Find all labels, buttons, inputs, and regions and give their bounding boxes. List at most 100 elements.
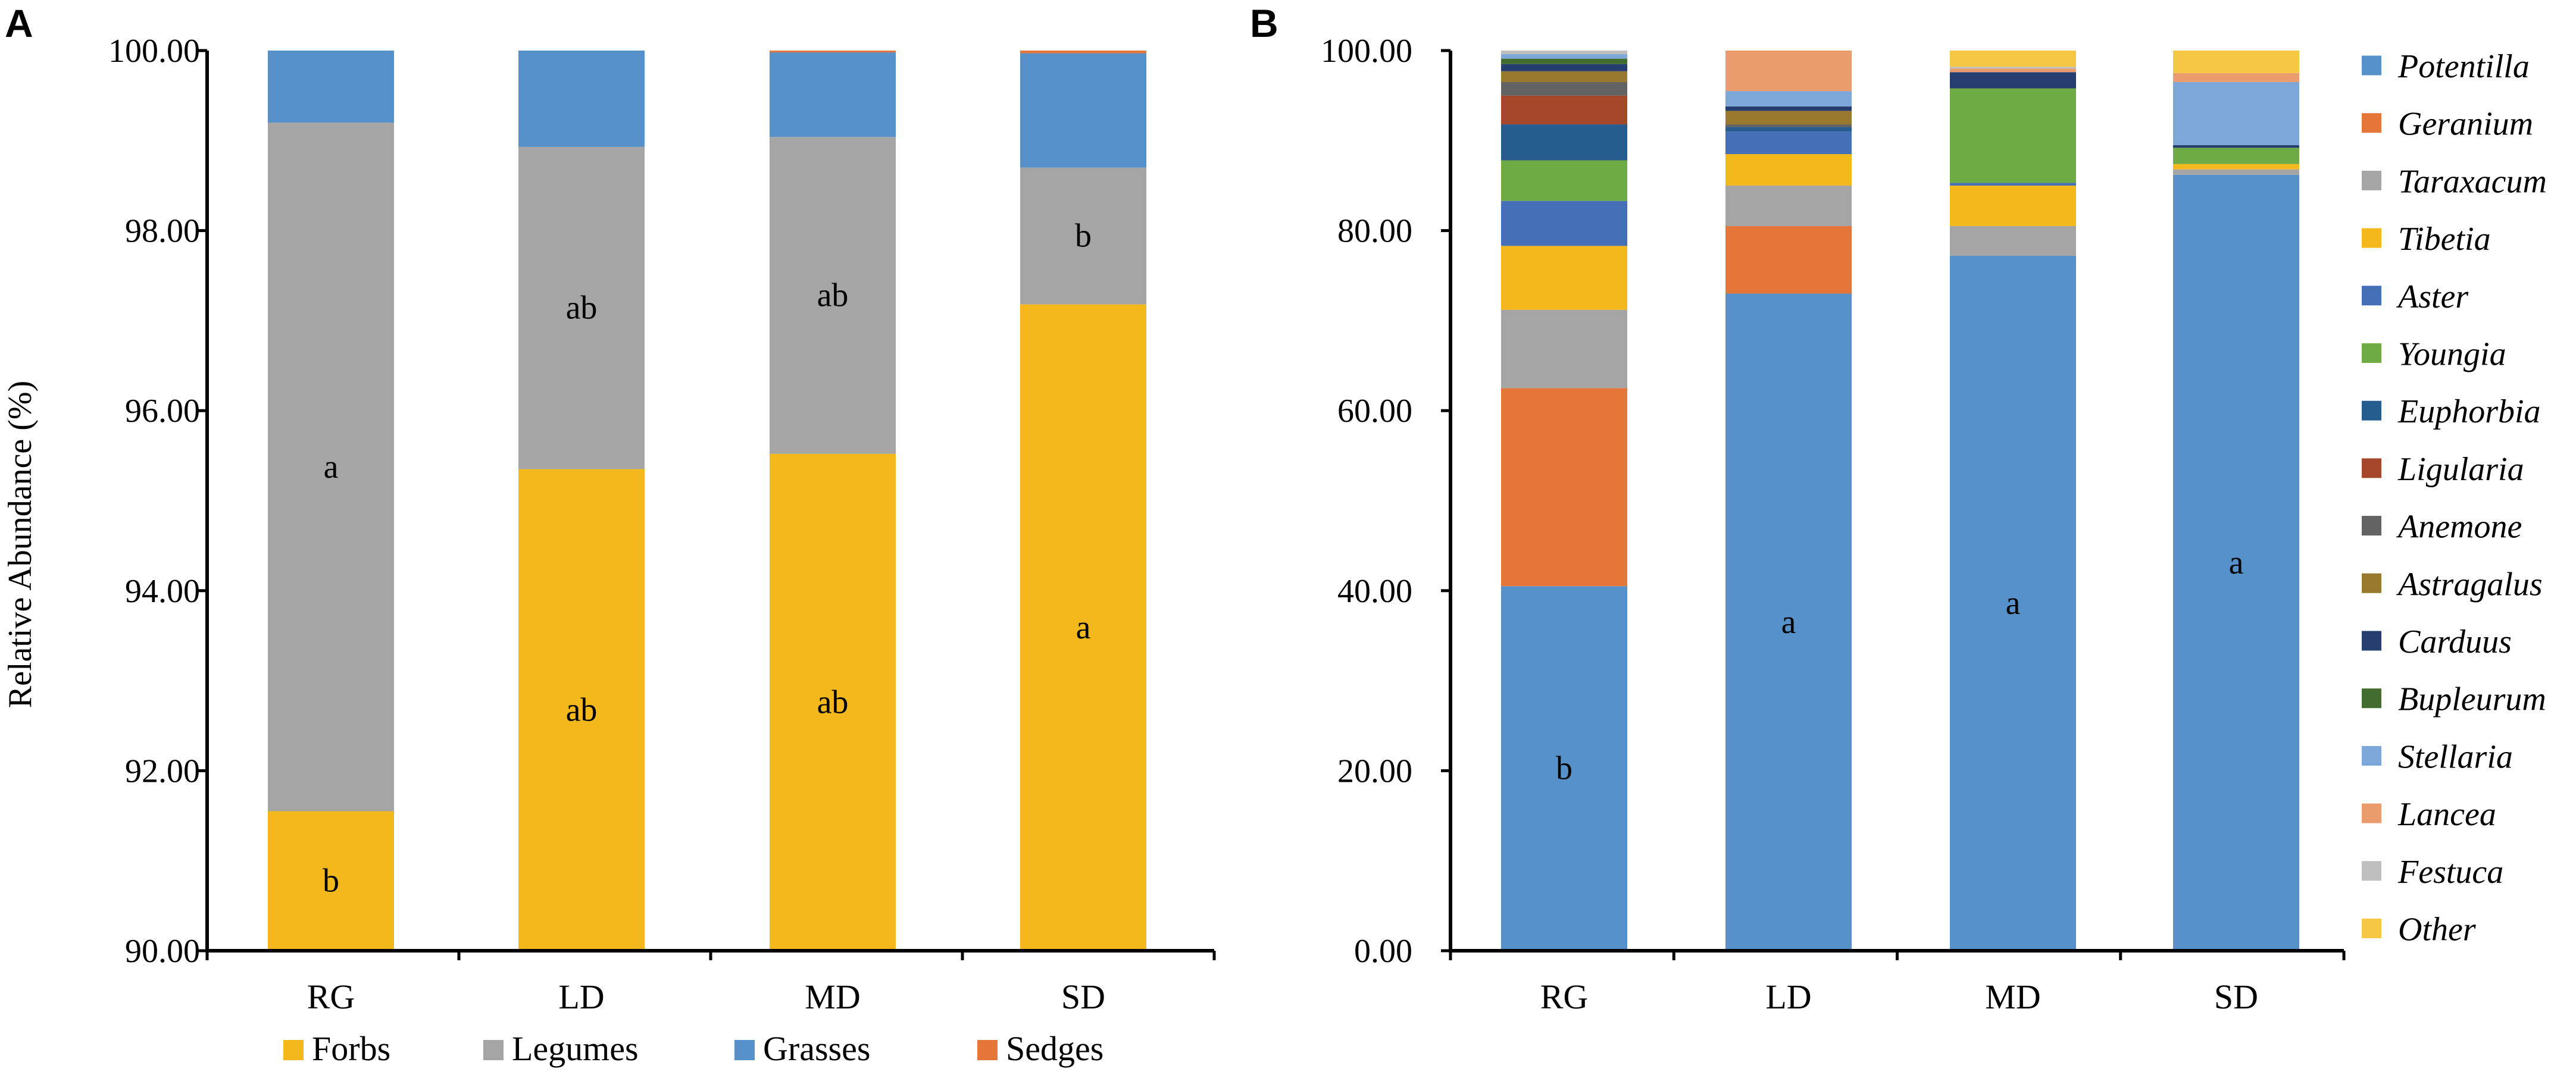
panel-a-y-tick-label: 96.00: [125, 393, 200, 430]
panel-a-sig-label-rg-forbs: b: [323, 863, 339, 900]
panel-a-bar-sd-forbs: [1020, 304, 1146, 951]
panel-b-bar-ld-potentilla: [1725, 293, 1852, 951]
panel-a-bar-sd-legumes: [1020, 167, 1146, 305]
panel-b-bar-rg-ligularia: [1501, 95, 1627, 125]
panel-b-bar-ld-stellaria: [1725, 91, 1852, 106]
panel-b-category-label-ld: LD: [1765, 978, 1811, 1016]
panel-b-legend-label-lancea: Lancea: [2397, 796, 2496, 833]
panel-b-bar-sd-tibetia: [2173, 164, 2299, 170]
panel-b-bar-ld-taraxacum: [1725, 185, 1852, 227]
panel-b-y-tick-label: 60.00: [1337, 393, 1412, 430]
panel-b-legend-swatch-geranium: [2362, 113, 2381, 133]
panel-a-bar-rg-legumes: [268, 123, 394, 812]
panel-b-legend-label-euphorbia: Euphorbia: [2397, 393, 2541, 430]
panel-a-legend-label-sedges: Sedges: [1006, 1029, 1103, 1068]
panel-a-category-label-ld: LD: [558, 978, 604, 1016]
panel-a-bar-ld-grasses: [518, 51, 645, 147]
panel-b-bar-rg-youngia: [1501, 160, 1627, 201]
panel-b-y-ticks: 0.00 20.00 40.00 60.00 80.00 100.00: [1321, 33, 1412, 970]
panel-a-legend-swatch-sedges: [977, 1040, 998, 1060]
panel-a-y-tick-label: 94.00: [125, 573, 200, 610]
panel-b-legend-swatch-carduus: [2362, 631, 2381, 651]
panel-b-bar-ld-tibetia: [1725, 153, 1852, 186]
panel-b-bar-ld-geranium: [1725, 226, 1852, 294]
panel-a-legend-label-legumes: Legumes: [512, 1029, 639, 1068]
panel-b-letter: B: [1250, 1, 1278, 45]
panel-b: B b a a a 0.00 20.00 40.00 60.00 80.00 100.00 RG…: [1250, 1, 2547, 1016]
panel-b-legend-swatch-bupleurum: [2362, 688, 2381, 709]
panel-b-x-ticks: RG LD MD SD: [1540, 978, 2258, 1016]
panel-b-bar-md-tibetia: [1950, 185, 2076, 227]
panel-b-legend-label-anemone: Anemone: [2396, 509, 2522, 546]
panel-b-legend-swatch-astragalus: [2362, 573, 2381, 593]
panel-b-legend-swatch-ligularia: [2362, 458, 2381, 478]
panel-b-bar-md-other: [1950, 51, 2076, 67]
panel-b-y-tick-label: 40.00: [1337, 573, 1412, 610]
panel-a-bar-ld-forbs: [518, 469, 645, 951]
panel-b-legend-label-festuca: Festuca: [2397, 854, 2503, 891]
panel-a-sig-label-sd-forbs: a: [1076, 609, 1091, 646]
panel-a-sig-label-rg-legumes: a: [324, 449, 339, 485]
panel-b-bar-rg-geranium: [1501, 388, 1627, 587]
panel-a-category-label-md: MD: [805, 978, 860, 1016]
panel-b-legend-swatch-anemone: [2362, 516, 2381, 536]
panel-b-sig-label-rg-potentilla: b: [1556, 750, 1573, 787]
panel-a-legend: Forbs Legumes Grasses Sedges: [283, 1029, 1103, 1068]
panel-b-bar-rg-tibetia: [1501, 246, 1627, 310]
panel-b-bar-sd-taraxacum: [2173, 169, 2299, 175]
panel-b-bar-md-festuca: [1950, 67, 2076, 69]
panel-a-bar-ld-legumes: [518, 146, 645, 469]
panel-b-bar-ld-anemone: [1725, 124, 1852, 127]
panel-a-bar-md-legumes: [770, 137, 896, 454]
panel-b-bar-sd-stellaria: [2173, 82, 2299, 145]
panel-b-legend-swatch-aster: [2362, 286, 2381, 306]
panel-a-category-label-rg: RG: [307, 978, 355, 1016]
panel-a-bar-md-forbs: [770, 453, 896, 951]
panel-a-sig-label-ld-legumes: ab: [566, 290, 598, 327]
panel-a-bar-rg-forbs: [268, 811, 394, 951]
panel-b-legend: Potentilla Geranium Taraxacum Tibetia Aster Y…: [2362, 48, 2547, 948]
panel-a-y-tick-label: 100.00: [108, 33, 200, 70]
panel-b-category-label-md: MD: [1985, 978, 2040, 1016]
panel-a-sig-label-ld-forbs: ab: [566, 691, 598, 728]
panel-a-y-axis-label: Relative Abundance (%): [2, 381, 39, 708]
panel-a-letter: A: [5, 1, 33, 45]
panel-b-category-label-rg: RG: [1540, 978, 1589, 1016]
panel-b-sig-label-ld-potentilla: a: [1781, 604, 1796, 641]
panel-a-bar-rg-grasses: [268, 51, 394, 123]
panel-b-bar-ld-aster: [1725, 131, 1852, 154]
panel-b-axes: [1441, 49, 2346, 960]
panel-a-legend-label-grasses: Grasses: [763, 1029, 870, 1068]
panel-b-legend-label-potentilla: Potentilla: [2397, 48, 2530, 85]
panel-a-bar-sd-sedges: [1020, 51, 1146, 54]
panel-a-legend-swatch-legumes: [483, 1040, 504, 1060]
panel-b-legend-swatch-taraxacum: [2362, 170, 2381, 190]
panel-a-y-tick-label: 90.00: [125, 933, 200, 970]
panel-b-bar-rg-anemone: [1501, 82, 1627, 96]
panel-a-legend-swatch-grasses: [734, 1040, 755, 1060]
panel-b-legend-label-astragalus: Astragalus: [2396, 566, 2543, 603]
panel-b-legend-label-carduus: Carduus: [2398, 624, 2512, 660]
panel-b-bars: [1501, 51, 2299, 951]
panel-a-axes: [198, 49, 1216, 960]
panel-b-bar-md-aster: [1950, 183, 2076, 186]
panel-b-bar-rg-taraxacum: [1501, 309, 1627, 389]
panel-b-sig-label-md-potentilla: a: [2006, 585, 2021, 622]
panel-a-y-ticks: 90.00 92.00 94.00 96.00 98.00 100.00: [108, 33, 200, 970]
panel-a-x-ticks: RG LD MD SD: [307, 978, 1105, 1016]
panel-b-legend-label-youngia: Youngia: [2398, 336, 2506, 373]
panel-b-legend-swatch-tibetia: [2362, 228, 2381, 248]
panel-b-bar-sd-lancea: [2173, 73, 2299, 82]
panel-a-y-tick-label: 98.00: [125, 213, 200, 250]
panel-b-bar-rg-potentilla: [1501, 586, 1627, 951]
panel-b-legend-label-ligularia: Ligularia: [2397, 451, 2524, 488]
panel-a-sig-label-sd-legumes: b: [1075, 218, 1092, 255]
panel-b-bar-ld-euphorbia: [1725, 127, 1852, 132]
panel-b-significance-labels: b a a a: [1556, 544, 2244, 787]
panel-b-category-label-sd: SD: [2214, 978, 2258, 1016]
panel-b-legend-swatch-potentilla: [2362, 55, 2381, 76]
panel-b-bar-rg-bupleurum: [1501, 58, 1627, 64]
panel-a-y-tick-label: 92.00: [125, 753, 200, 789]
panel-b-bar-rg-carduus: [1501, 64, 1627, 71]
